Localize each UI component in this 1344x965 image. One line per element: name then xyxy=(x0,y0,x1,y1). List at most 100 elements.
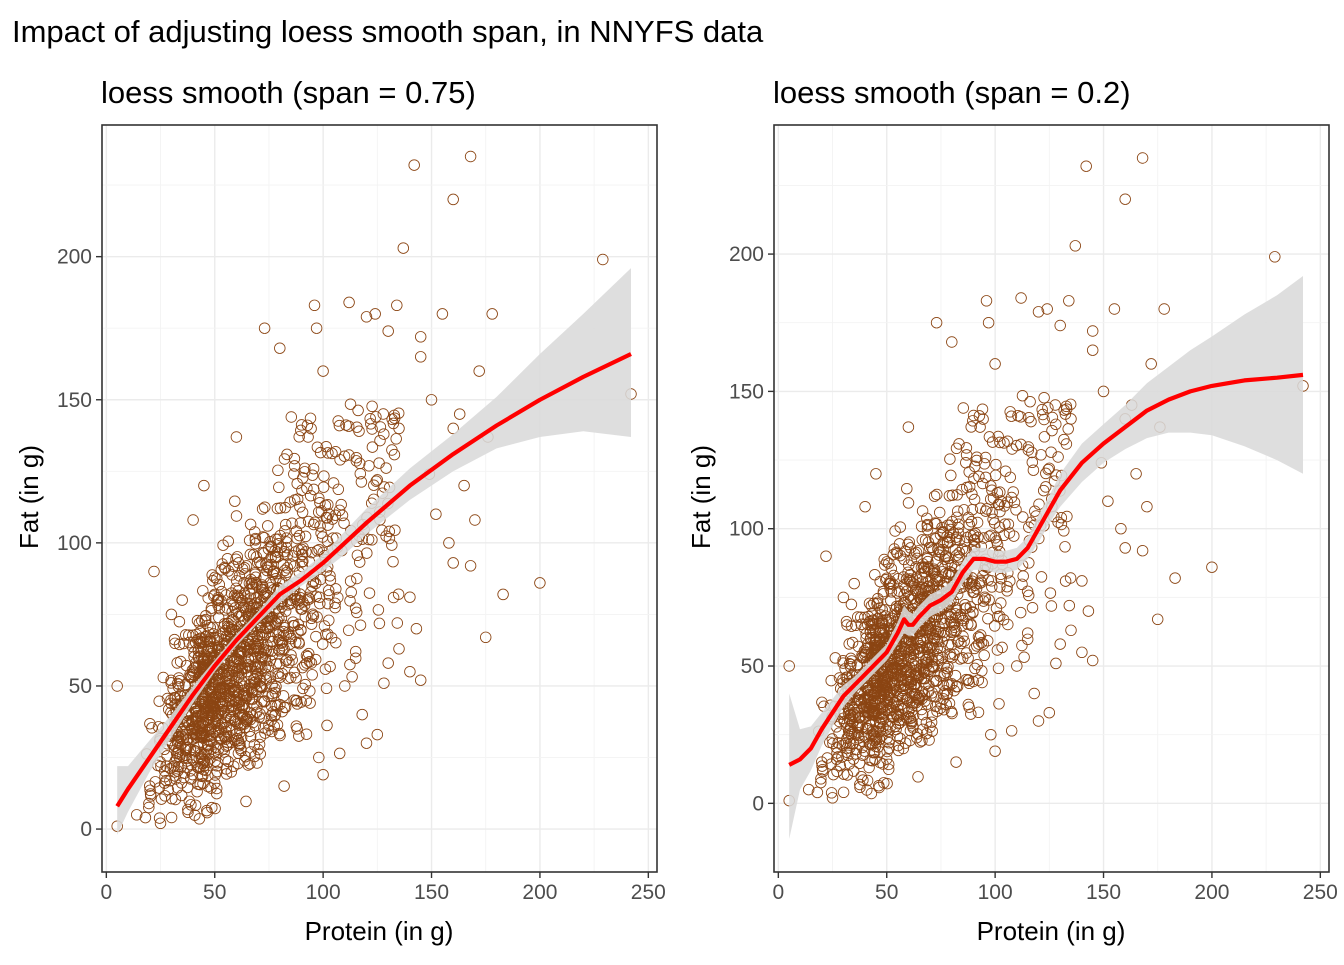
data-point xyxy=(294,517,307,529)
data-point xyxy=(366,423,378,435)
data-point xyxy=(302,431,314,443)
data-point xyxy=(153,695,165,707)
data-point xyxy=(282,626,295,638)
x-tick-label: 150 xyxy=(414,881,449,904)
data-point xyxy=(1045,600,1058,612)
data-point xyxy=(231,551,244,563)
data-point xyxy=(866,737,879,750)
data-point xyxy=(265,645,278,657)
data-point xyxy=(1039,481,1052,493)
data-point xyxy=(313,751,325,764)
data-point xyxy=(230,510,243,522)
data-point xyxy=(139,811,152,824)
data-point xyxy=(198,479,210,492)
data-point xyxy=(930,700,942,713)
data-point xyxy=(914,635,927,647)
data-point xyxy=(390,433,402,445)
data-point xyxy=(165,694,177,706)
data-point xyxy=(1141,500,1153,513)
data-point xyxy=(859,731,872,743)
data-point xyxy=(209,571,221,584)
data-point xyxy=(365,418,377,430)
x-tick-label: 100 xyxy=(978,881,1013,904)
data-point xyxy=(1016,578,1028,591)
data-point xyxy=(208,777,221,789)
data-point xyxy=(982,316,995,329)
data-point xyxy=(232,757,244,770)
data-point xyxy=(338,517,350,529)
data-point xyxy=(225,683,237,695)
data-point xyxy=(989,358,1001,370)
data-point xyxy=(841,619,853,631)
data-point xyxy=(233,723,246,735)
data-point xyxy=(453,408,466,420)
data-point xyxy=(880,753,893,765)
data-point xyxy=(172,730,184,743)
data-point xyxy=(839,738,851,750)
data-point xyxy=(885,577,897,590)
data-point xyxy=(187,514,199,526)
data-point xyxy=(330,583,342,595)
data-point xyxy=(1045,446,1057,458)
data-point xyxy=(171,736,184,748)
data-point xyxy=(388,409,401,422)
data-point xyxy=(904,593,917,606)
data-point xyxy=(952,518,965,530)
data-point xyxy=(847,765,860,777)
data-point xyxy=(992,430,1004,443)
data-point xyxy=(226,614,238,626)
data-point xyxy=(916,571,929,584)
data-point xyxy=(1018,651,1030,663)
data-point xyxy=(243,584,256,596)
data-point xyxy=(404,665,416,678)
data-point xyxy=(954,653,966,665)
data-point xyxy=(971,516,984,529)
data-point xyxy=(260,644,273,657)
data-point xyxy=(922,561,934,573)
data-point xyxy=(205,602,218,614)
data-point xyxy=(184,773,197,785)
data-point xyxy=(878,624,890,636)
data-point xyxy=(915,568,928,580)
data-point xyxy=(861,618,874,631)
data-point xyxy=(837,673,849,686)
data-point xyxy=(260,674,272,686)
data-point xyxy=(837,591,850,604)
data-point xyxy=(393,422,405,435)
data-point xyxy=(171,657,183,669)
data-point xyxy=(322,597,334,610)
data-point xyxy=(304,489,317,502)
data-point xyxy=(304,697,316,709)
data-point xyxy=(244,597,256,610)
data-point xyxy=(944,648,956,660)
data-point xyxy=(261,639,273,651)
data-point xyxy=(254,731,267,743)
data-point xyxy=(332,483,345,496)
data-point xyxy=(939,553,951,565)
data-point xyxy=(986,484,998,496)
data-point xyxy=(965,421,977,433)
data-point xyxy=(895,665,908,678)
data-point xyxy=(259,727,271,739)
data-point xyxy=(925,716,938,728)
data-point xyxy=(148,565,160,578)
data-point xyxy=(988,620,1001,632)
data-point xyxy=(867,618,880,631)
data-point xyxy=(230,608,243,620)
data-point xyxy=(293,730,305,742)
data-point xyxy=(293,431,305,443)
data-point xyxy=(226,595,239,607)
data-point xyxy=(280,569,292,581)
data-point xyxy=(320,682,333,695)
data-point xyxy=(933,573,946,586)
data-point xyxy=(1044,587,1057,599)
data-point xyxy=(837,786,850,799)
data-point xyxy=(842,749,854,762)
data-point xyxy=(243,534,256,547)
data-point xyxy=(880,661,893,673)
data-point xyxy=(977,601,990,613)
data-point xyxy=(258,587,270,599)
data-point xyxy=(414,351,427,363)
data-point xyxy=(888,543,901,555)
data-point xyxy=(998,529,1010,542)
